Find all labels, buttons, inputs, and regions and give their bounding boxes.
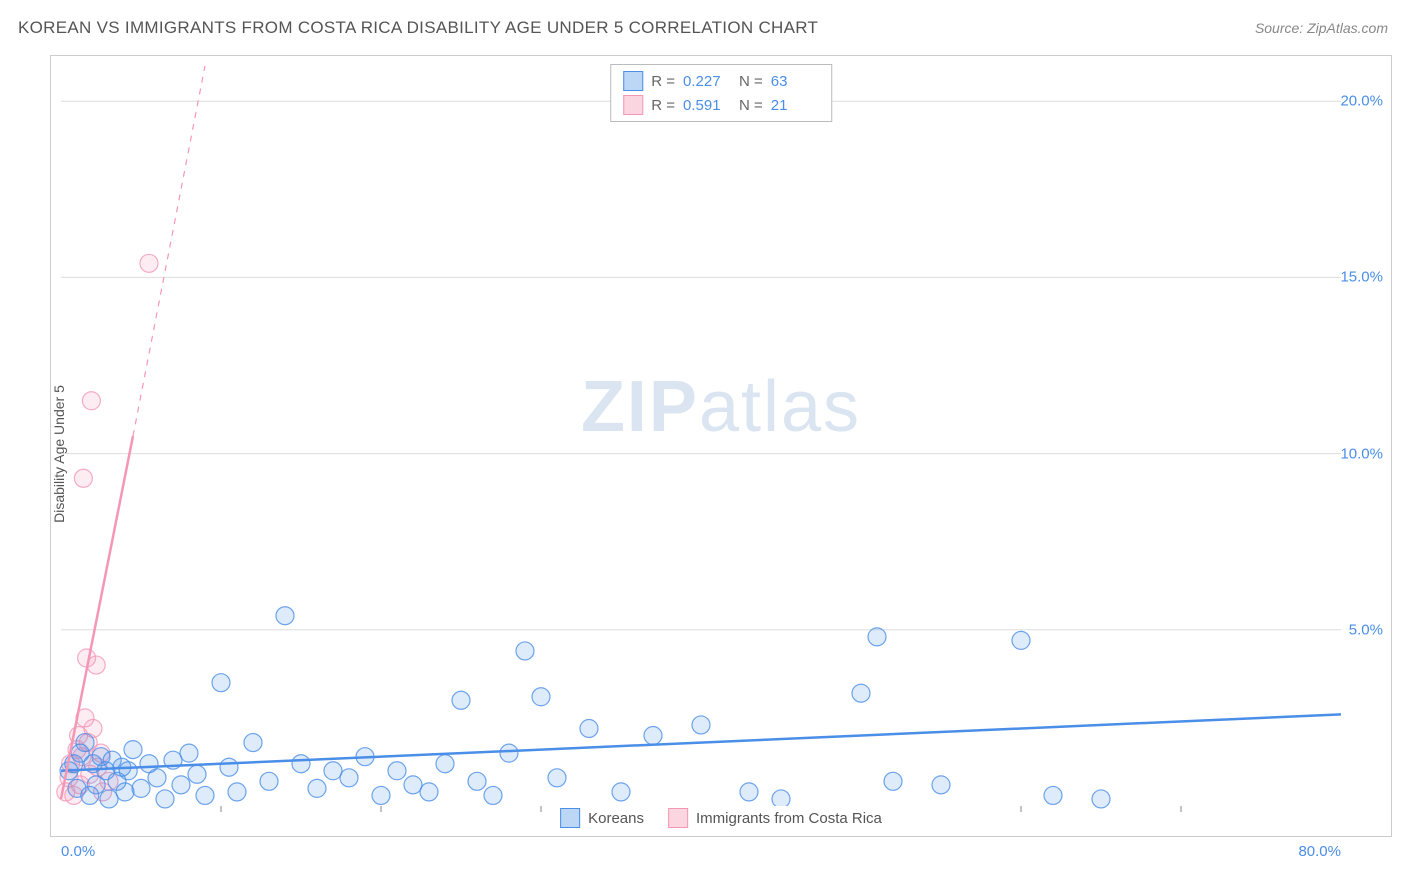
y-tick-label: 20.0% (1340, 93, 1383, 110)
x-tick-label-max: 80.0% (1298, 843, 1341, 860)
chart-area: Disability Age Under 5 ZIPatlas R = 0.22… (50, 55, 1392, 837)
plot-svg (51, 56, 1391, 836)
y-tick-label: 15.0% (1340, 269, 1383, 286)
stat-pink-n: 21 (771, 97, 819, 114)
legend-pink-label: Immigrants from Costa Rica (696, 810, 882, 827)
stat-pink-r: 0.591 (683, 97, 731, 114)
swatch-pink-legend (668, 808, 688, 828)
source-label: Source: ZipAtlas.com (1255, 20, 1388, 36)
stat-blue-r: 0.227 (683, 73, 731, 90)
legend-item-blue: Koreans (560, 808, 644, 828)
swatch-pink (623, 95, 643, 115)
stats-row-pink: R = 0.591 N = 21 (623, 93, 819, 117)
swatch-blue (623, 71, 643, 91)
stat-blue-n: 63 (771, 73, 819, 90)
stat-label-n: N = (739, 73, 763, 90)
stat-label-r2: R = (651, 97, 675, 114)
stats-row-blue: R = 0.227 N = 63 (623, 69, 819, 93)
stat-label-r: R = (651, 73, 675, 90)
y-tick-label: 5.0% (1349, 621, 1383, 638)
x-tick-label-min: 0.0% (61, 843, 95, 860)
swatch-blue-legend (560, 808, 580, 828)
stats-box: R = 0.227 N = 63 R = 0.591 N = 21 (610, 64, 832, 122)
bottom-legend: Koreans Immigrants from Costa Rica (554, 806, 888, 830)
legend-item-pink: Immigrants from Costa Rica (668, 808, 882, 828)
y-tick-label: 10.0% (1340, 445, 1383, 462)
stat-label-n2: N = (739, 97, 763, 114)
legend-blue-label: Koreans (588, 810, 644, 827)
chart-title: KOREAN VS IMMIGRANTS FROM COSTA RICA DIS… (18, 18, 818, 38)
